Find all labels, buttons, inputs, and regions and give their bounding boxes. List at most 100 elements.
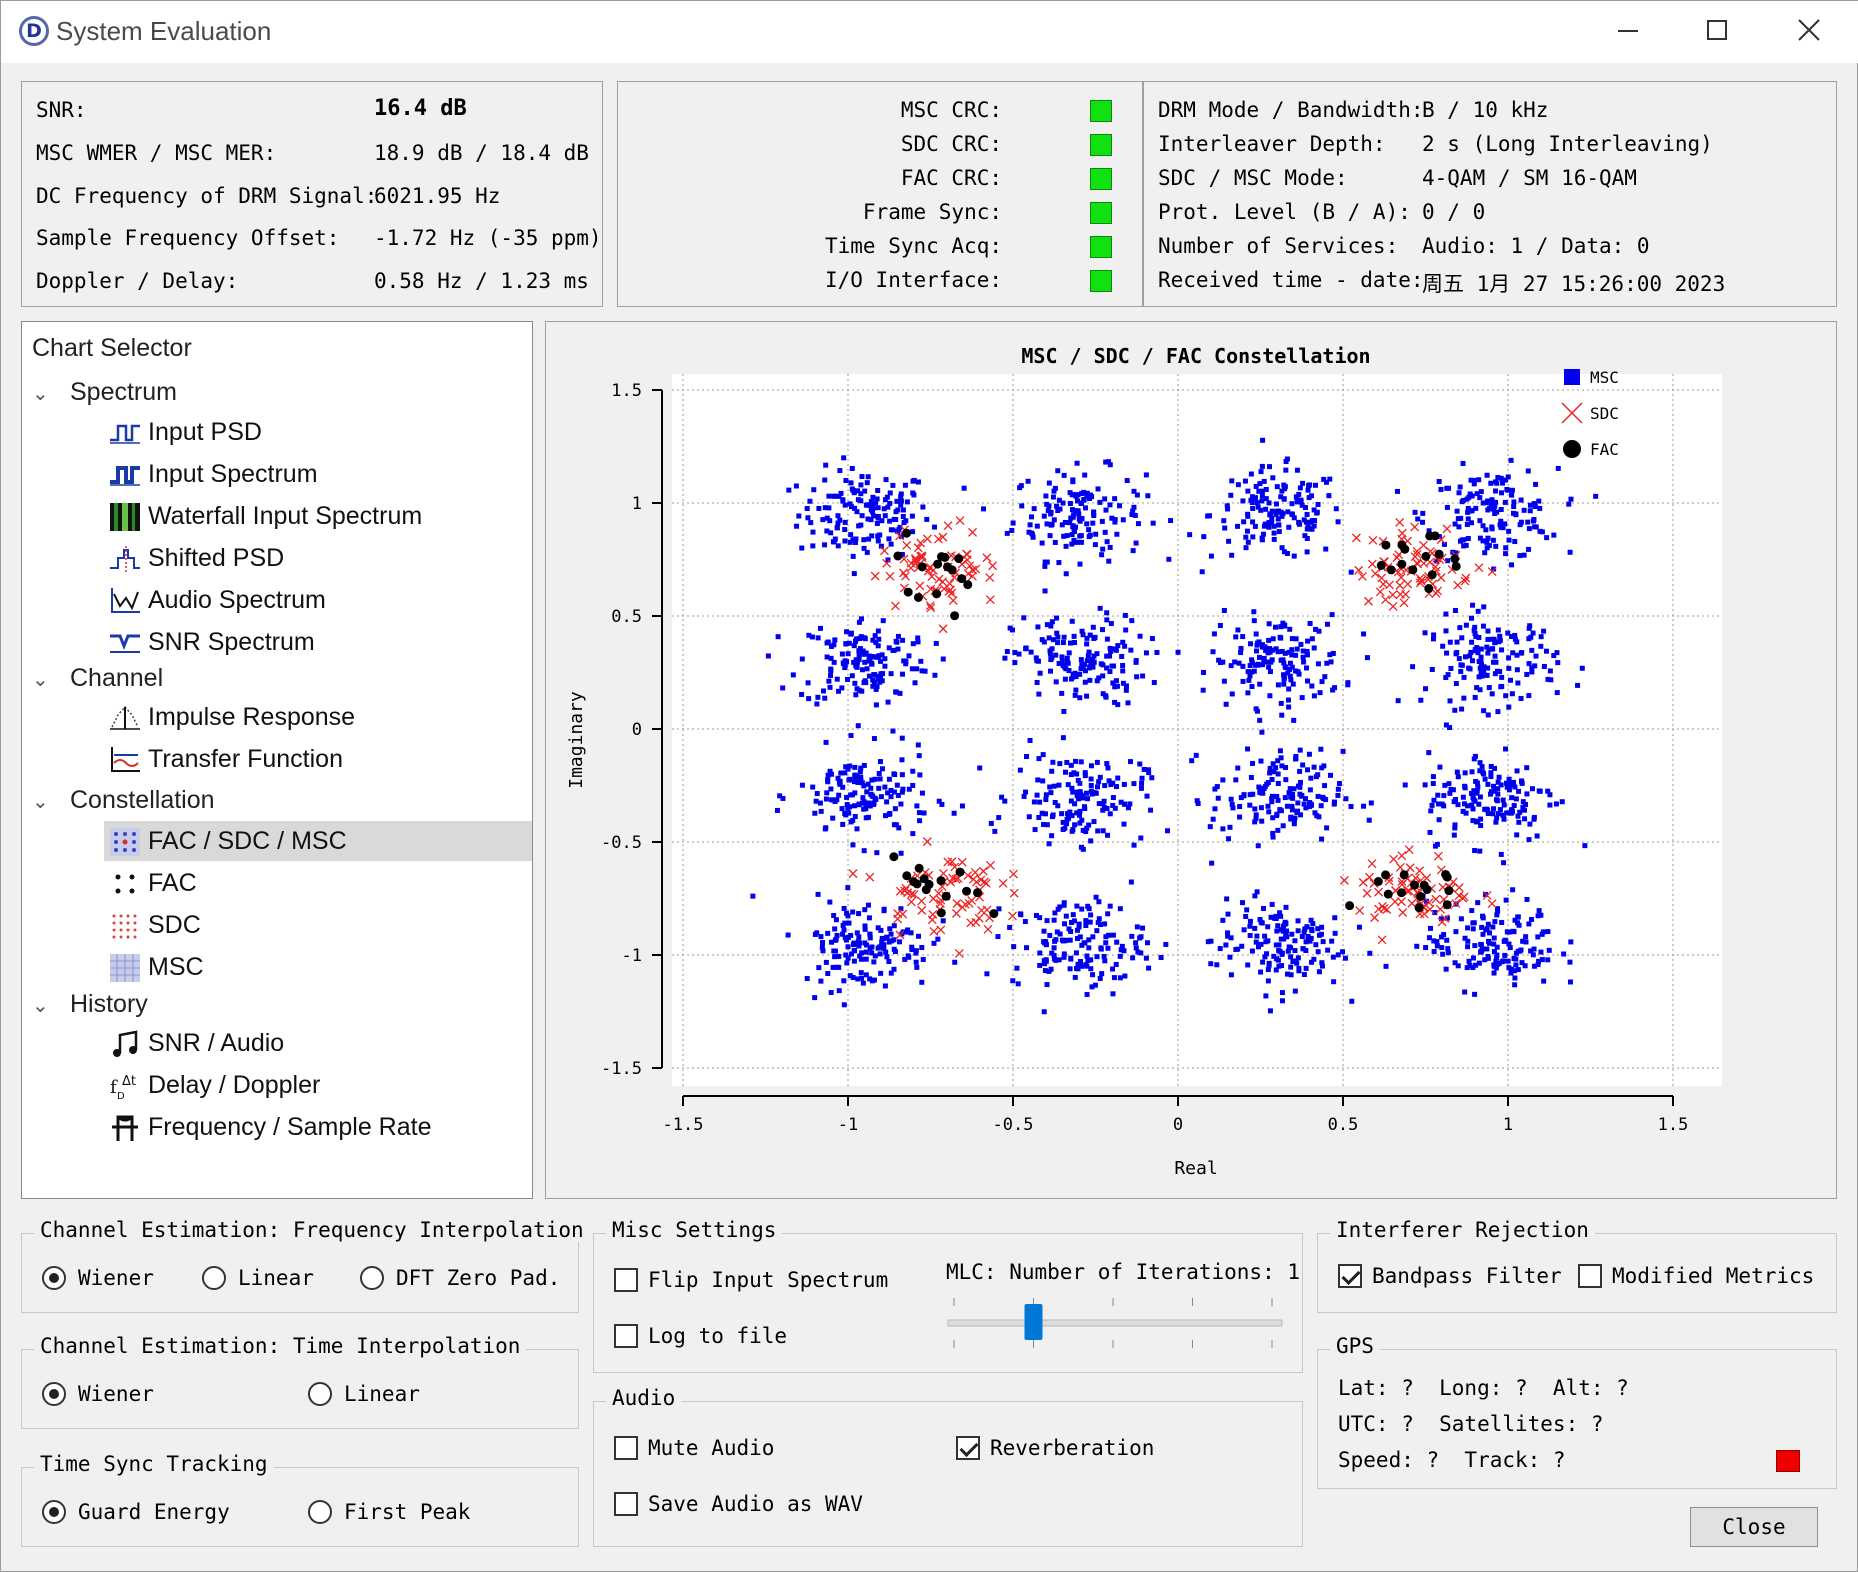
- time-linear-radio[interactable]: [308, 1382, 332, 1406]
- tree-item-impulse-response[interactable]: Impulse Response: [104, 697, 355, 737]
- msc-point: [1113, 647, 1119, 653]
- fac-point: [955, 867, 965, 877]
- close-window-button[interactable]: [1785, 9, 1833, 53]
- tree-category-spectrum[interactable]: ⌄ Spectrum: [32, 374, 177, 410]
- msc-point: [1285, 697, 1291, 703]
- msc-point: [898, 850, 904, 856]
- msc-point: [1093, 894, 1099, 900]
- msc-point: [1503, 897, 1509, 903]
- tree-item-transfer-function[interactable]: Transfer Function: [104, 739, 343, 779]
- msc-point: [1394, 488, 1400, 494]
- sdc-point: [1364, 596, 1373, 606]
- tree-item-fac[interactable]: FAC: [104, 863, 197, 903]
- msc-point: [1262, 644, 1268, 650]
- fac-point: [989, 909, 999, 919]
- msc-point: [1097, 774, 1103, 780]
- msc-point: [1306, 483, 1312, 489]
- tree-item-shifted-psd[interactable]: Shifted PSD: [104, 538, 284, 578]
- time-wiener-radio[interactable]: [42, 1382, 66, 1406]
- msc-point: [858, 970, 864, 976]
- msc-point: [865, 902, 871, 908]
- sdc-point: [1440, 914, 1450, 924]
- msc-point: [1279, 648, 1285, 654]
- msc-point: [750, 893, 756, 899]
- guard-energy-radio[interactable]: [42, 1500, 66, 1524]
- msc-point: [1107, 669, 1113, 675]
- bandpass-filter-checkbox[interactable]: [1338, 1264, 1362, 1288]
- minimize-button[interactable]: [1604, 9, 1652, 53]
- msc-point: [1154, 649, 1160, 655]
- msc-point: [1348, 803, 1354, 809]
- sdc-point: [909, 889, 919, 899]
- msc-point: [1259, 729, 1265, 735]
- log-to-file-checkbox[interactable]: [614, 1324, 638, 1348]
- save-wav-checkbox[interactable]: [614, 1492, 638, 1516]
- tree-item-sdc[interactable]: SDC: [104, 905, 201, 945]
- msc-point: [1509, 795, 1515, 801]
- msc-point: [848, 932, 854, 938]
- msc-point: [1485, 811, 1491, 817]
- tree-item-delay-doppler[interactable]: f D Δt Delay / Doppler: [104, 1065, 320, 1105]
- msc-point: [1073, 524, 1079, 530]
- msc-point: [1286, 944, 1292, 950]
- msc-point: [851, 948, 857, 954]
- tree-item-input-spectrum[interactable]: Input Spectrum: [104, 454, 318, 494]
- msc-point: [1037, 962, 1043, 968]
- msc-point: [1103, 694, 1109, 700]
- msc-point: [1143, 472, 1149, 478]
- sdc-point: [1392, 553, 1402, 563]
- msc-point: [1088, 763, 1094, 769]
- msc-point: [810, 529, 816, 535]
- msc-point: [1316, 628, 1322, 634]
- msc-point: [1079, 963, 1085, 969]
- freq-linear-radio[interactable]: [202, 1266, 226, 1290]
- msc-point: [1273, 511, 1279, 517]
- msc-point: [1278, 700, 1284, 706]
- msc-point: [1548, 677, 1554, 683]
- tree-item-msc[interactable]: MSC: [104, 947, 204, 987]
- msc-point: [1235, 482, 1241, 488]
- tree-category-history[interactable]: ⌄ History: [32, 986, 148, 1022]
- msc-point: [1279, 712, 1285, 718]
- tree-item-fac-sdc-msc[interactable]: FAC / SDC / MSC: [104, 821, 532, 861]
- msc-point: [1286, 686, 1292, 692]
- tree-item-snr-audio[interactable]: SNR / Audio: [104, 1023, 284, 1063]
- msc-point: [1096, 779, 1102, 785]
- sdc-point: [926, 603, 936, 613]
- msc-point: [872, 953, 878, 959]
- msc-point: [1517, 809, 1523, 815]
- tree-item-audio-spectrum[interactable]: Audio Spectrum: [104, 580, 326, 620]
- msc-point: [1422, 630, 1428, 636]
- msc-point: [1144, 793, 1150, 799]
- msc-point: [1291, 717, 1297, 723]
- mlc-iterations-slider[interactable]: [946, 1296, 1288, 1356]
- first-peak-radio[interactable]: [308, 1500, 332, 1524]
- msc-point: [1441, 541, 1447, 547]
- sdc-point: [1367, 559, 1377, 569]
- tree-category-constellation[interactable]: ⌄ Constellation: [32, 782, 215, 818]
- flip-spectrum-checkbox[interactable]: [614, 1268, 638, 1292]
- msc-point: [898, 533, 904, 539]
- msc-point: [1079, 628, 1085, 634]
- tree-item-frequency-sample-rate[interactable]: Frequency / Sample Rate: [104, 1107, 431, 1147]
- msc-point: [1468, 615, 1474, 621]
- msc-point: [1066, 650, 1072, 656]
- frame-sync-label: Frame Sync:: [862, 200, 1002, 224]
- mute-audio-checkbox[interactable]: [614, 1436, 638, 1460]
- tree-item-waterfall[interactable]: Waterfall Input Spectrum: [104, 496, 422, 536]
- freq-dft-radio[interactable]: [360, 1266, 384, 1290]
- msc-point: [1082, 668, 1088, 674]
- sdc-point: [929, 927, 939, 936]
- maximize-button[interactable]: [1693, 9, 1741, 53]
- modified-metrics-checkbox[interactable]: [1578, 1264, 1602, 1288]
- msc-point: [1089, 984, 1095, 990]
- freq-wiener-radio[interactable]: [42, 1266, 66, 1290]
- mlc-slider-handle[interactable]: [1024, 1304, 1043, 1340]
- reverberation-checkbox[interactable]: [956, 1436, 980, 1460]
- close-button[interactable]: Close: [1690, 1507, 1818, 1547]
- msc-point: [825, 772, 831, 778]
- tree-item-snr-spectrum[interactable]: SNR Spectrum: [104, 622, 315, 662]
- tree-item-input-psd[interactable]: Input PSD: [104, 412, 262, 452]
- msc-point: [1149, 636, 1155, 642]
- tree-category-channel[interactable]: ⌄ Channel: [32, 660, 163, 696]
